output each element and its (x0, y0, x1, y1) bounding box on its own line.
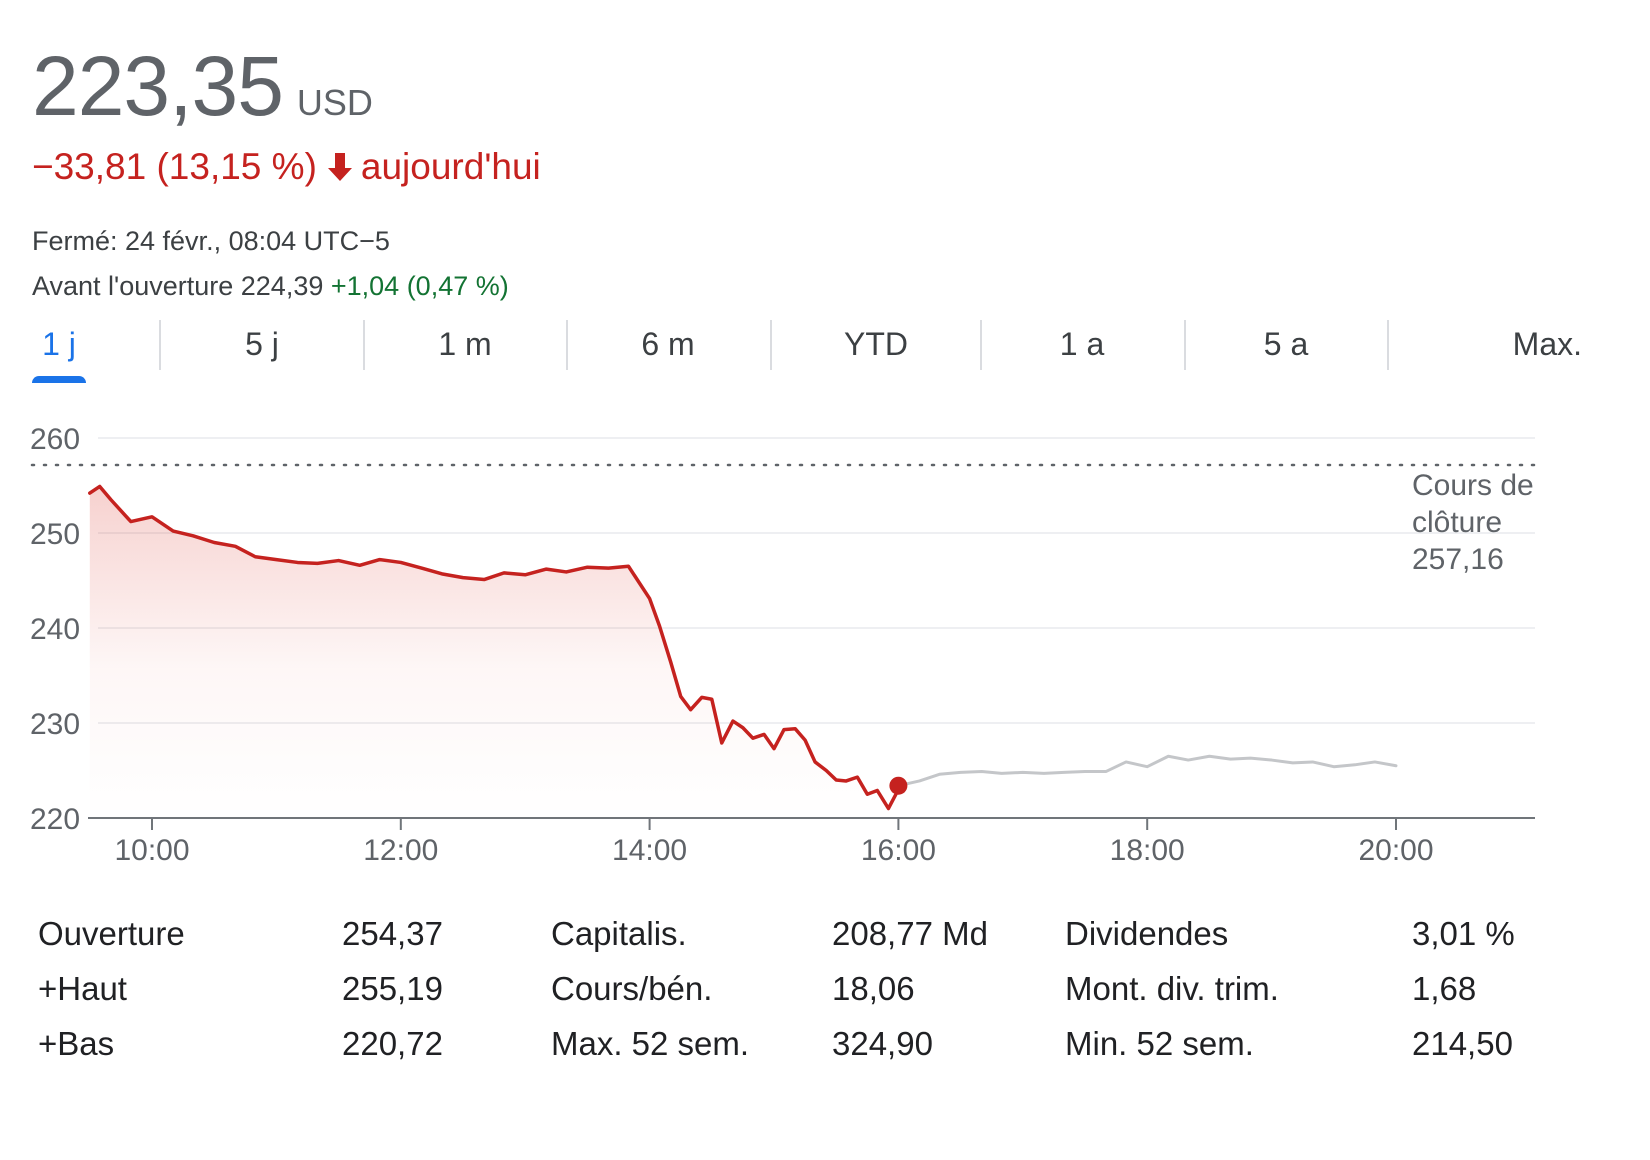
premarket-quote: Avant l'ouverture 224,39 +1,04 (0,47 %) (32, 271, 509, 302)
stat-value: 3,01 % (1412, 915, 1515, 952)
tab-divider (1387, 320, 1389, 370)
premarket-change: +1,04 (0,47 %) (330, 271, 509, 301)
regular-session-line (88, 484, 901, 811)
stat-value: 255,19 (342, 970, 443, 1007)
after-hours-line (896, 754, 1398, 788)
x-tick-label: 12:00 (363, 834, 438, 867)
price-header: 223,35 USD (32, 38, 373, 135)
previous-close-label: Cours de (1412, 469, 1534, 502)
market-closed-time: Fermé: 24 févr., 08:04 UTC−5 (32, 226, 390, 256)
previous-close-label: 257,16 (1412, 543, 1504, 576)
y-tick-label: 240 (30, 613, 80, 646)
tab-ytd[interactable]: YTD (844, 326, 908, 362)
active-tab-indicator (32, 376, 86, 383)
tab-divider (1184, 320, 1186, 370)
tab-5-years[interactable]: 5 a (1263, 326, 1309, 362)
stat-value: 214,50 (1412, 1025, 1513, 1062)
y-tick-label: 230 (30, 708, 80, 741)
premarket-label: Avant l'ouverture 224,39 (32, 271, 324, 301)
stat-label: Min. 52 sem. (1065, 1025, 1254, 1062)
current-price: 223,35 (32, 39, 284, 133)
stat-label: +Bas (38, 1025, 115, 1062)
tab-divider (770, 320, 772, 370)
stat-value: 18,06 (832, 970, 915, 1007)
tab-1-day[interactable]: 1 j (42, 326, 76, 362)
range-tabs: 1 j 5 j 1 m 6 m YTD 1 a 5 a Max. (32, 320, 1620, 392)
arrow-down-icon (327, 146, 353, 188)
tab-1-year[interactable]: 1 a (1059, 326, 1105, 362)
stat-value: 1,68 (1412, 970, 1477, 1007)
stat-value: 324,90 (832, 1025, 933, 1062)
change-suffix: aujourd'hui (360, 146, 541, 187)
x-tick-label: 20:00 (1358, 834, 1433, 867)
tab-max[interactable]: Max. (1512, 326, 1582, 362)
tab-divider (363, 320, 365, 370)
tab-divider (159, 320, 161, 370)
stat-value: 254,37 (342, 915, 443, 952)
y-tick-label: 260 (30, 423, 80, 456)
x-tick-label: 14:00 (612, 834, 687, 867)
y-tick-label: 250 (30, 518, 80, 551)
stat-value: 220,72 (342, 1025, 443, 1062)
stat-value: 208,77 Md (832, 915, 988, 952)
tab-1-month[interactable]: 1 m (438, 326, 492, 362)
price-chart[interactable]: 260 250 240 230 220 Cours de clôture 257,16 10:0… (0, 400, 1650, 880)
x-tick-label: 16:00 (861, 834, 936, 867)
stat-label: Cours/bén. (551, 970, 713, 1007)
stat-label: +Haut (38, 970, 127, 1007)
current-price-point (889, 776, 908, 795)
change-value: −33,81 (13,15 %) (32, 146, 317, 187)
tab-6-months[interactable]: 6 m (641, 326, 695, 362)
tab-divider (566, 320, 568, 370)
stat-label: Max. 52 sem. (551, 1025, 750, 1062)
stat-label: Mont. div. trim. (1065, 970, 1279, 1007)
y-tick-label: 220 (30, 803, 80, 836)
stat-label: Dividendes (1065, 915, 1229, 952)
x-tick-label: 18:00 (1110, 834, 1185, 867)
daily-change: −33,81 (13,15 %) aujourd'hui (32, 146, 541, 188)
tab-5-days[interactable]: 5 j (245, 326, 279, 362)
currency-label: USD (296, 82, 373, 123)
stat-label: Ouverture (38, 915, 185, 952)
x-tick-label: 10:00 (114, 834, 189, 867)
previous-close-label: clôture (1412, 506, 1502, 539)
tab-divider (980, 320, 982, 370)
regular-session-area (89, 486, 899, 818)
stat-label: Capitalis. (551, 915, 687, 952)
